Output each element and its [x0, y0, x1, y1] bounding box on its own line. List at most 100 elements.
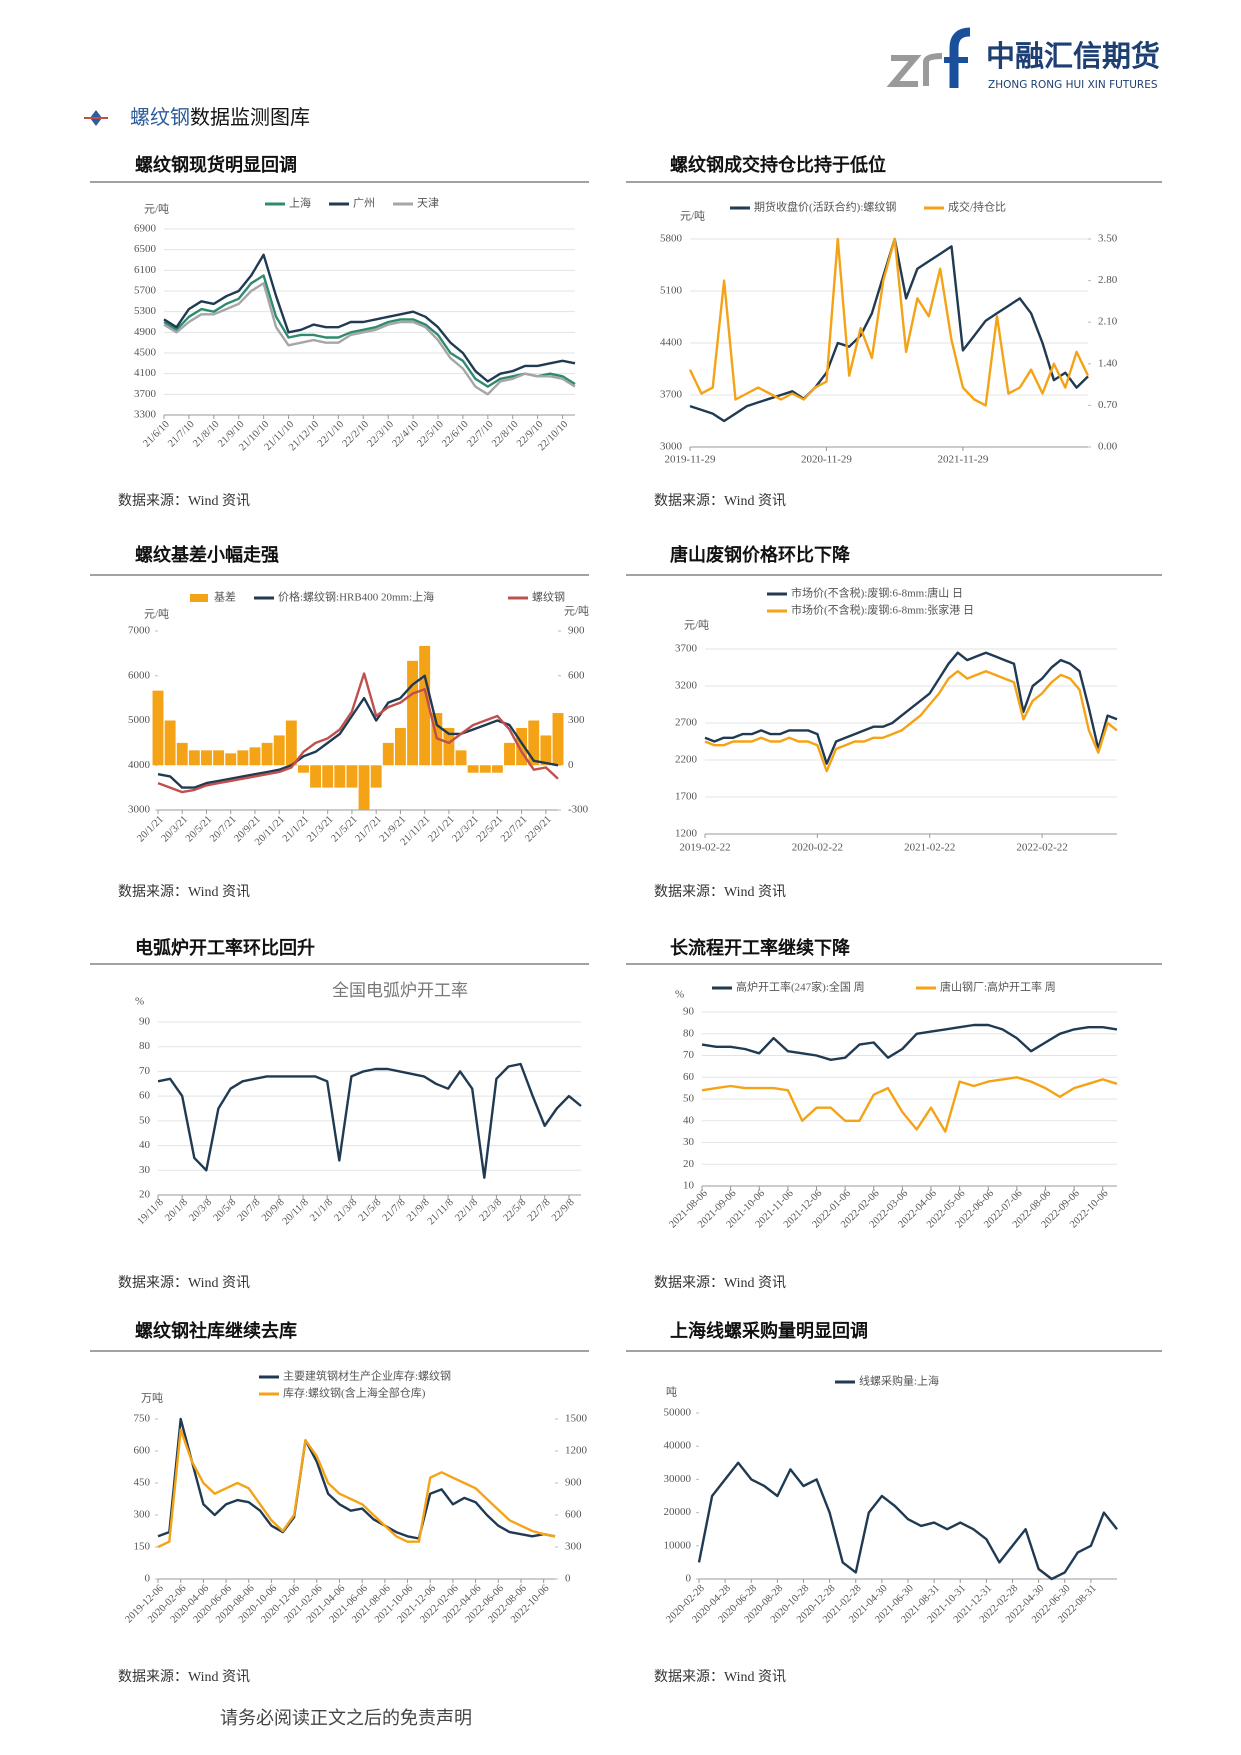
legend-label: 库存:螺纹钢(含上海全部仓库)	[283, 1386, 426, 1400]
y-tick-label: 5800	[660, 233, 683, 245]
logo-mark	[923, 53, 943, 86]
y-tick-label: 6900	[134, 223, 157, 235]
bar	[516, 727, 528, 766]
y-tick-label: 20000	[664, 1506, 692, 1518]
x-tick-label: 2021-11-29	[937, 454, 988, 466]
series-line	[688, 237, 1090, 407]
y2-axis-unit: 元/吨	[564, 605, 589, 618]
bar	[273, 735, 285, 766]
bar	[176, 742, 188, 766]
series-line	[157, 1428, 556, 1549]
y-axis-unit: 元/吨	[144, 608, 169, 621]
bar	[334, 765, 346, 788]
legend-label: 天津	[417, 197, 439, 210]
legend-label: 市场价(不含税):废钢:6-8mm:唐山 日	[791, 586, 963, 600]
bar	[479, 765, 491, 773]
y-tick-label: 150	[134, 1541, 151, 1553]
bar	[310, 765, 322, 788]
section-title: 螺纹钢数据监测图库	[130, 105, 310, 129]
series-line	[704, 670, 1118, 773]
x-tick-label: 20/1/21	[135, 814, 165, 844]
y-tick-label: 3200	[675, 680, 698, 692]
x-tick-label: 20/1/8	[163, 1197, 190, 1224]
y-tick-label: 600	[134, 1445, 151, 1457]
x-tick-label: 22/3/8	[477, 1197, 504, 1224]
y-tick-label: 6100	[134, 264, 157, 276]
series-line	[163, 274, 576, 388]
y-tick-label: 300	[134, 1509, 151, 1521]
legend-label: 高炉开工率(247家):全国 周	[736, 980, 865, 994]
y-axis-unit: 元/吨	[684, 619, 709, 632]
y-tick-label: 0	[686, 1573, 692, 1585]
series-line	[701, 1023, 1118, 1061]
chart-heading: 螺纹钢社库继续去库	[135, 1320, 297, 1342]
bar	[237, 750, 249, 766]
x-tick-label: 21/5/21	[329, 814, 359, 844]
legend-label: 价格:螺纹钢:HRB400 20mm:上海	[278, 590, 434, 604]
bar	[370, 765, 382, 788]
bar	[540, 735, 552, 766]
source-note: 数据来源：Wind 资讯	[118, 493, 250, 509]
legend-label: 广州	[353, 197, 375, 210]
bar	[419, 645, 431, 766]
y-tick-label: 40	[683, 1114, 695, 1126]
x-tick-label: 2020-02-22	[792, 842, 843, 854]
bar	[358, 765, 370, 810]
y2-tick-label: 900	[565, 1477, 582, 1489]
x-tick-label: 22/9/8	[550, 1197, 577, 1224]
y-axis-unit: 元/吨	[144, 203, 169, 216]
legend-label: 成交/持仓比	[948, 200, 1006, 214]
y2-tick-label: 0.70	[1098, 399, 1118, 411]
y-tick-label: 1200	[675, 828, 698, 840]
y-tick-label: 40000	[664, 1440, 692, 1452]
y2-tick-label: 3.50	[1098, 233, 1118, 245]
chart-heading: 螺纹基差小幅走强	[135, 544, 279, 566]
y-tick-label: 30	[139, 1164, 151, 1176]
y-tick-label: 5700	[134, 285, 157, 297]
y2-tick-label: 900	[568, 625, 585, 637]
legend-label: 线螺采购量:上海	[859, 1374, 939, 1388]
y-tick-label: 2700	[675, 717, 698, 729]
x-tick-label: 22/3/10	[366, 419, 396, 449]
company-name-en: ZHONG RONG HUI XIN FUTURES	[988, 79, 1158, 91]
disclaimer: 请务必阅读正文之后的免责声明	[220, 1708, 472, 1728]
y-tick-label: 70	[139, 1065, 151, 1077]
y-tick-label: 30	[683, 1136, 695, 1148]
y-tick-label: 6500	[134, 243, 157, 255]
y-tick-label: 80	[683, 1027, 695, 1039]
logo-mark	[886, 55, 922, 87]
x-tick-label: 21/5/8	[357, 1197, 384, 1224]
bar	[467, 765, 479, 773]
x-tick-label: 2019-11-29	[665, 454, 716, 466]
bar	[382, 742, 394, 766]
x-tick-label: 22/3/21	[451, 814, 481, 844]
chart-heading: 螺纹钢成交持仓比持于低位	[670, 154, 886, 176]
bar	[322, 765, 334, 788]
series-line	[697, 1461, 1118, 1581]
y2-tick-label: 300	[565, 1541, 582, 1553]
y-tick-label: 60	[683, 1071, 695, 1083]
y-tick-label: 450	[134, 1477, 151, 1489]
bar	[249, 747, 261, 766]
y-tick-label: 4100	[134, 367, 157, 379]
y-tick-label: 3300	[134, 409, 157, 421]
x-tick-label: 21/8/10	[191, 419, 221, 449]
chart-subtitle: 全国电弧炉开工率	[332, 981, 468, 1000]
x-tick-label: 20/7/8	[236, 1197, 263, 1224]
x-tick-label: 21/3/8	[332, 1197, 359, 1224]
chart-heading: 螺纹钢现货明显回调	[135, 154, 297, 176]
x-tick-label: 2020-11-29	[801, 454, 852, 466]
y-tick-label: 90	[139, 1016, 151, 1028]
series-line	[704, 651, 1118, 765]
x-tick-label: 22/5/10	[415, 419, 445, 449]
y-axis-unit: %	[135, 996, 144, 1008]
series-line	[157, 1062, 582, 1179]
x-tick-label: 22/6/10	[440, 419, 470, 449]
x-tick-label: 21/1/21	[281, 814, 311, 844]
section-title-rest: 数据监测图库	[190, 105, 310, 129]
y-tick-label: 20	[683, 1158, 695, 1170]
